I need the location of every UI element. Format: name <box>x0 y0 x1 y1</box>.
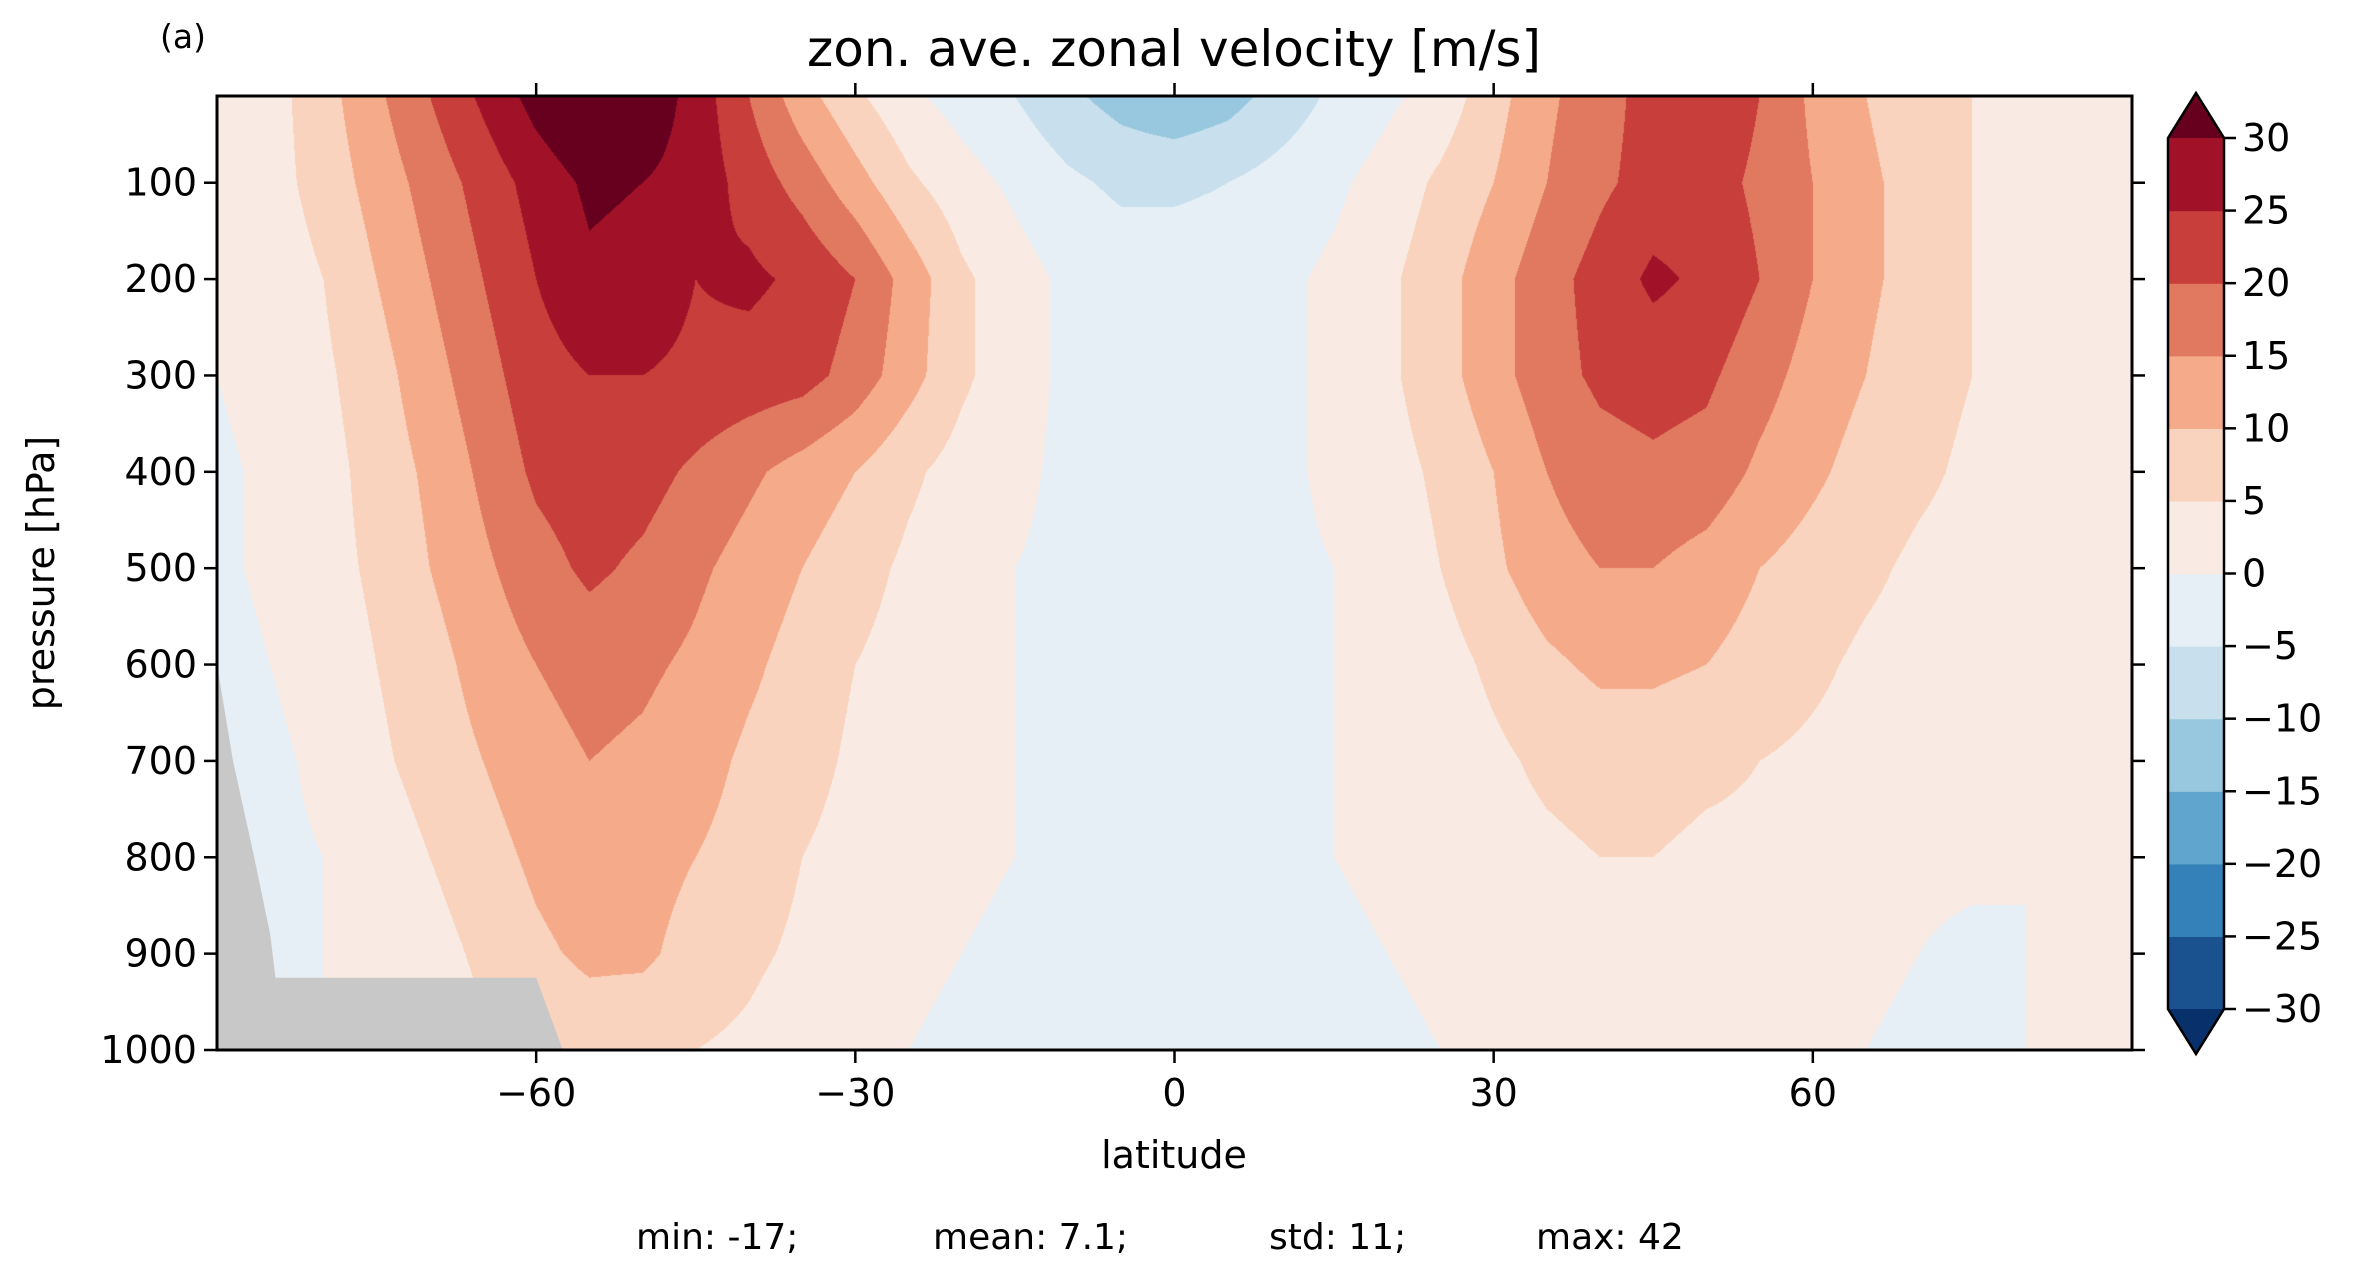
x-tick-label: 30 <box>1469 1071 1517 1115</box>
y-tick-label: 700 <box>124 739 197 783</box>
y-axis-label: pressure [hPa] <box>19 436 63 710</box>
colorbar-bin <box>2168 355 2224 429</box>
colorbar-bin <box>2168 646 2224 720</box>
y-tick-label: 600 <box>124 643 197 687</box>
contour-field-image <box>217 96 2132 1050</box>
colorbar-bin <box>2168 863 2224 938</box>
y-tick-label: 900 <box>124 932 197 976</box>
colorbar-tick-label: 25 <box>2242 189 2290 233</box>
colorbar-bin <box>2168 283 2224 357</box>
masked-region <box>217 664 563 1050</box>
stat-std: std: 11; <box>1269 1217 1406 1258</box>
y-tick-label: 100 <box>124 161 197 205</box>
colorbar-bin <box>2168 936 2224 1010</box>
x-axis: −60 −30 0 30 60 <box>496 83 1837 1115</box>
x-tick-label: 60 <box>1789 1071 1837 1115</box>
colorbar-bin <box>2168 791 2224 865</box>
colorbar-tick-label: −5 <box>2242 624 2298 668</box>
y-tick-label: 400 <box>124 450 197 494</box>
panel-label: (a) <box>160 17 206 56</box>
colorbar-tick-label: −20 <box>2242 842 2322 886</box>
stat-max: max: 42 <box>1536 1217 1684 1258</box>
colorbar-tick-label: 10 <box>2242 406 2290 450</box>
colorbar-tick-label: 5 <box>2242 479 2266 523</box>
colorbar-tick-label: 0 <box>2242 552 2266 596</box>
stat-mean: mean: 7.1; <box>933 1217 1128 1258</box>
colorbar-bin <box>2168 500 2224 575</box>
colorbar-bin <box>2168 428 2224 502</box>
y-tick-label: 300 <box>124 353 197 397</box>
y-tick-label: 200 <box>124 257 197 301</box>
colorbar-extend-min <box>2168 1009 2224 1054</box>
stat-min: min: -17; <box>636 1217 798 1258</box>
stats-line: min: -17; mean: 7.1; std: 11; max: 42 <box>636 1217 1684 1258</box>
x-axis-label: latitude <box>1101 1133 1247 1177</box>
masked-terrain <box>217 664 563 1050</box>
colorbar-tick-label: −30 <box>2242 987 2322 1031</box>
y-tick-label: 500 <box>124 546 197 590</box>
colorbar-bin <box>2168 573 2224 647</box>
colorbar: −30 −25 −20 −15 −10 −5 0 5 10 15 20 25 30 <box>2166 90 2322 1057</box>
colorbar-bin <box>2168 210 2224 284</box>
contour-field <box>217 96 2132 1050</box>
colorbar-tick-label: 20 <box>2242 261 2290 305</box>
colorbar-tick-label: 15 <box>2242 334 2290 378</box>
colorbar-tick-label: −10 <box>2242 697 2322 741</box>
chart-title: zon. ave. zonal velocity [m/s] <box>807 20 1541 78</box>
x-tick-label: −30 <box>815 1071 895 1115</box>
y-axis: 100 200 300 400 500 600 700 800 900 1000 <box>100 161 2145 1072</box>
colorbar-extend-max <box>2168 93 2224 138</box>
colorbar-tick-label: 30 <box>2242 116 2290 160</box>
colorbar-bin <box>2168 138 2224 212</box>
colorbar-bin <box>2168 718 2224 792</box>
colorbar-tick-label: −25 <box>2242 914 2322 958</box>
y-tick-label: 1000 <box>100 1028 197 1072</box>
x-tick-label: −60 <box>496 1071 576 1115</box>
colorbar-tick-label: −15 <box>2242 769 2322 813</box>
y-tick-label: 800 <box>124 835 197 879</box>
x-tick-label: 0 <box>1162 1071 1186 1115</box>
